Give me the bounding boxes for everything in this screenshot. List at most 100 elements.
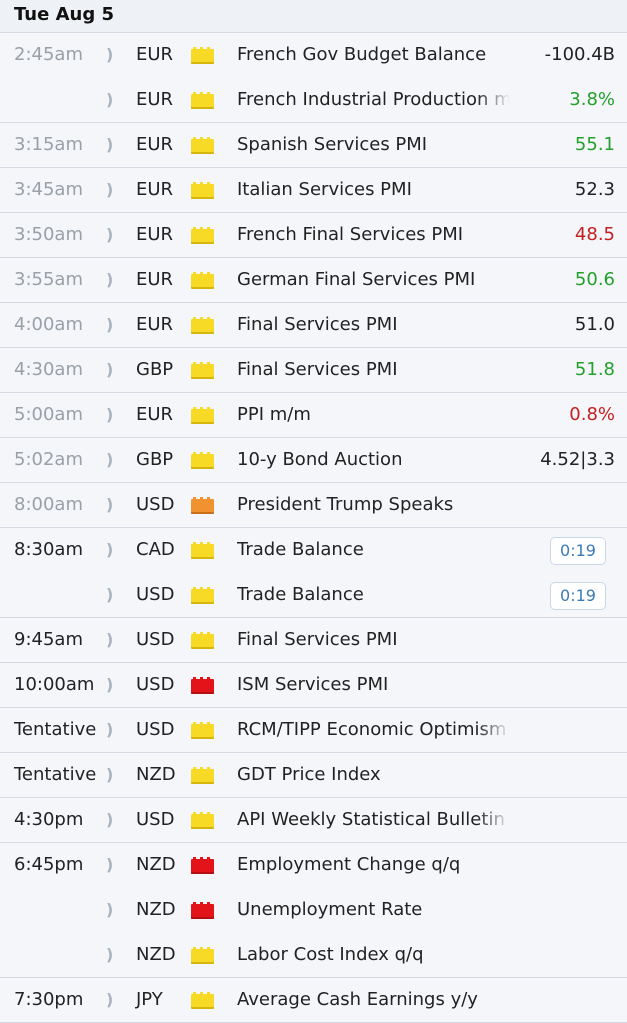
event-title[interactable]: French Final Services PMI — [237, 224, 464, 245]
event-title[interactable]: Final Services PMI — [237, 629, 398, 650]
calendar-row[interactable]: 3:45am) EUR Italian Services PMI 52.3 — [0, 168, 627, 213]
sound-alert-icon[interactable]: ) — [106, 225, 114, 244]
calendar-row[interactable]: 10:00am) USD ISM Services PMI — [0, 663, 627, 708]
event-title[interactable]: German Final Services PMI — [237, 269, 476, 290]
sound-alert-icon[interactable]: ) — [106, 765, 114, 784]
currency-code: NZD — [136, 944, 176, 965]
sound-alert-icon[interactable]: ) — [106, 990, 114, 1009]
calendar-row[interactable]: 5:02am) GBP 10-y Bond Auction 4.52|3.3 — [0, 438, 627, 483]
impact-folder-icon — [191, 47, 214, 64]
impact-folder-icon — [191, 587, 214, 604]
sound-alert-icon[interactable]: ) — [106, 945, 114, 964]
sound-alert-icon[interactable]: ) — [106, 135, 114, 154]
currency-code: GBP — [136, 449, 174, 470]
currency-code: EUR — [136, 314, 174, 335]
sound-alert-icon[interactable]: ) — [106, 315, 114, 334]
sound-alert-icon[interactable]: ) — [106, 810, 114, 829]
sound-alert-icon[interactable]: ) — [106, 270, 114, 289]
impact-folder-icon — [191, 497, 214, 514]
event-time: 3:15am — [14, 134, 83, 155]
impact-folder-icon — [191, 677, 214, 694]
impact-folder-icon — [191, 452, 214, 469]
event-time: 4:30am — [14, 359, 83, 380]
actual-value: 52.3 — [574, 179, 615, 200]
currency-code: EUR — [136, 134, 174, 155]
event-title[interactable]: ISM Services PMI — [237, 674, 389, 695]
currency-code: USD — [136, 629, 175, 650]
event-title[interactable]: Employment Change q/q — [237, 854, 461, 875]
sound-alert-icon[interactable]: ) — [106, 630, 114, 649]
calendar-row[interactable]: 9:45am) USD Final Services PMI — [0, 618, 627, 663]
event-time: 2:45am — [14, 44, 83, 65]
calendar-row[interactable]: 7:30pm) JPY Average Cash Earnings y/y — [0, 978, 627, 1023]
currency-code: USD — [136, 584, 175, 605]
calendar-row[interactable]: 3:55am) EUR German Final Services PMI 50.6 — [0, 258, 627, 303]
calendar-row[interactable]: 6:45pm) NZD Employment Change q/q — [0, 843, 627, 888]
event-title[interactable]: Labor Cost Index q/q — [237, 944, 424, 965]
event-title[interactable]: 10-y Bond Auction — [237, 449, 403, 470]
calendar-row[interactable]: ) USD Trade Balance 0:19 — [0, 573, 627, 618]
currency-code: USD — [136, 494, 175, 515]
currency-code: GBP — [136, 359, 174, 380]
event-title[interactable]: Spanish Services PMI — [237, 134, 428, 155]
sound-alert-icon[interactable]: ) — [106, 540, 114, 559]
calendar-row[interactable]: 8:30am) CAD Trade Balance 0:19 — [0, 528, 627, 573]
calendar-row[interactable]: 4:30pm) USD API Weekly Statistical Bulleti… — [0, 798, 627, 843]
sound-alert-icon[interactable]: ) — [106, 45, 114, 64]
calendar-row[interactable]: 8:00am) USD President Trump Speaks — [0, 483, 627, 528]
calendar-row[interactable]: ) EUR French Industrial Production m/m 3.8% — [0, 78, 627, 123]
currency-code: NZD — [136, 899, 176, 920]
calendar-row[interactable]: 4:30am) GBP Final Services PMI 51.8 — [0, 348, 627, 393]
sound-alert-icon[interactable]: ) — [106, 180, 114, 199]
sound-alert-icon[interactable]: ) — [106, 900, 114, 919]
calendar-row[interactable]: ) NZD Labor Cost Index q/q — [0, 933, 627, 978]
sound-alert-icon[interactable]: ) — [106, 405, 114, 424]
event-title[interactable]: RCM/TIPP Economic Optimism — [237, 719, 507, 740]
event-time: 5:00am — [14, 404, 83, 425]
calendar-row[interactable]: 2:45am) EUR French Gov Budget Balance -100.… — [0, 33, 627, 78]
actual-value — [515, 843, 615, 887]
event-title[interactable]: Unemployment Rate — [237, 899, 423, 920]
actual-value: 50.6 — [574, 269, 615, 290]
impact-folder-icon — [191, 317, 214, 334]
event-title[interactable]: President Trump Speaks — [237, 494, 454, 515]
event-title[interactable]: Final Services PMI — [237, 314, 398, 335]
countdown-badge: 0:19 — [550, 582, 606, 610]
sound-alert-icon[interactable]: ) — [106, 450, 114, 469]
event-title[interactable]: Average Cash Earnings y/y — [237, 989, 478, 1010]
sound-alert-icon[interactable]: ) — [106, 495, 114, 514]
event-title[interactable]: PPI m/m — [237, 404, 311, 425]
sound-alert-icon[interactable]: ) — [106, 360, 114, 379]
event-title[interactable]: Trade Balance — [237, 539, 364, 560]
actual-value — [515, 753, 615, 797]
event-title[interactable]: Final Services PMI — [237, 359, 398, 380]
sound-alert-icon[interactable]: ) — [106, 585, 114, 604]
calendar-row[interactable]: 3:15am) EUR Spanish Services PMI 55.1 — [0, 123, 627, 168]
currency-code: EUR — [136, 44, 174, 65]
sound-alert-icon[interactable]: ) — [106, 855, 114, 874]
calendar-row[interactable]: 5:00am) EUR PPI m/m 0.8% — [0, 393, 627, 438]
actual-value — [515, 798, 615, 842]
calendar-row[interactable]: 3:50am) EUR French Final Services PMI 48.5 — [0, 213, 627, 258]
sound-alert-icon[interactable]: ) — [106, 675, 114, 694]
currency-code: EUR — [136, 404, 174, 425]
calendar-row[interactable]: Tentative) USD RCM/TIPP Economic Optimism — [0, 708, 627, 753]
event-title[interactable]: Trade Balance — [237, 584, 364, 605]
calendar-row[interactable]: 4:00am) EUR Final Services PMI 51.0 — [0, 303, 627, 348]
calendar-row[interactable]: ) NZD Unemployment Rate — [0, 888, 627, 933]
impact-folder-icon — [191, 542, 214, 559]
event-time — [14, 933, 104, 977]
event-title[interactable]: Italian Services PMI — [237, 179, 412, 200]
sound-alert-icon[interactable]: ) — [106, 90, 114, 109]
actual-value — [515, 978, 615, 1022]
event-title[interactable]: French Gov Budget Balance — [237, 44, 487, 65]
actual-value: 0.8% — [569, 404, 615, 425]
impact-folder-icon — [191, 767, 214, 784]
event-title[interactable]: French Industrial Production m/m — [237, 89, 510, 110]
sound-alert-icon[interactable]: ) — [106, 720, 114, 739]
event-title[interactable]: GDT Price Index — [237, 764, 381, 785]
impact-folder-icon — [191, 857, 214, 874]
event-title[interactable]: API Weekly Statistical Bulletin — [237, 809, 505, 830]
impact-folder-icon — [191, 992, 214, 1009]
calendar-row[interactable]: Tentative) NZD GDT Price Index — [0, 753, 627, 798]
